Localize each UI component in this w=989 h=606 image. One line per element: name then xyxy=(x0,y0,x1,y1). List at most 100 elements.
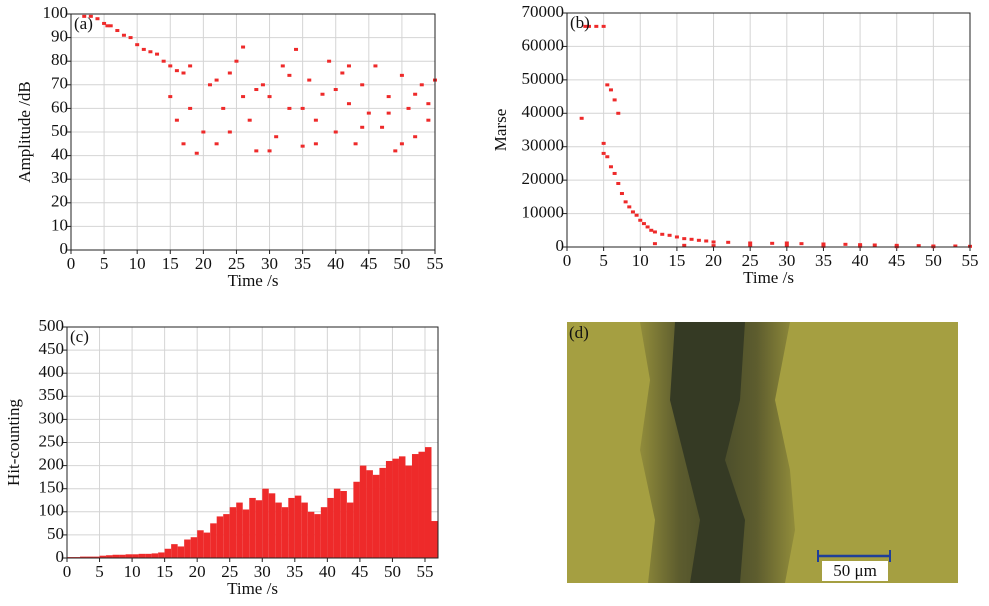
bar xyxy=(320,507,328,558)
x-tick-label: 45 xyxy=(360,254,377,273)
point xyxy=(638,218,643,222)
y-axis-label: Marse xyxy=(491,109,510,151)
point xyxy=(287,73,292,77)
point xyxy=(726,240,731,244)
point xyxy=(630,210,635,214)
x-tick-label: 0 xyxy=(67,254,76,273)
point xyxy=(601,24,606,28)
bar xyxy=(216,516,224,558)
x-tick-label: 25 xyxy=(228,254,245,273)
plot-frame xyxy=(70,13,436,251)
y-tick-label: 70000 xyxy=(522,2,565,21)
point xyxy=(346,64,351,68)
y-tick-label: 20000 xyxy=(522,169,565,188)
bar xyxy=(333,488,341,558)
point xyxy=(748,241,753,245)
bar xyxy=(145,553,152,558)
point xyxy=(373,64,378,68)
point xyxy=(821,244,826,248)
point xyxy=(399,142,404,146)
x-tick-label: 10 xyxy=(632,251,649,270)
point xyxy=(333,88,338,92)
point xyxy=(612,98,617,102)
point xyxy=(399,73,404,77)
y-tick-label: 300 xyxy=(39,408,65,427)
point xyxy=(770,241,775,245)
point xyxy=(174,118,179,122)
x-tick-label: 20 xyxy=(195,254,212,273)
plot-frame xyxy=(566,12,971,248)
y-tick-label: 0 xyxy=(556,236,565,255)
y-axis-label: Amplitude /dB xyxy=(15,81,34,183)
point xyxy=(682,237,687,241)
bar xyxy=(210,523,217,558)
point xyxy=(784,241,789,245)
x-tick-label: 20 xyxy=(189,562,206,581)
y-tick-label: 400 xyxy=(39,362,65,381)
point xyxy=(619,192,624,196)
point xyxy=(652,242,657,246)
y-tick-label: 150 xyxy=(39,478,65,497)
y-tick-label: 90 xyxy=(51,27,68,46)
point xyxy=(799,242,804,246)
x-tick-label: 40 xyxy=(327,254,344,273)
point xyxy=(605,155,610,159)
x-tick-label: 15 xyxy=(668,251,685,270)
point xyxy=(201,130,206,134)
point xyxy=(214,78,219,82)
y-tick-label: 500 xyxy=(39,316,65,335)
bar xyxy=(190,537,198,558)
point xyxy=(583,24,588,28)
point xyxy=(360,83,365,87)
x-tick-label: 5 xyxy=(100,254,109,273)
point xyxy=(689,237,694,241)
point xyxy=(953,244,958,248)
point xyxy=(121,33,126,37)
point xyxy=(194,151,199,155)
x-tick-label: 30 xyxy=(778,251,795,270)
point xyxy=(95,17,100,21)
y-tick-label: 10000 xyxy=(522,202,565,221)
point xyxy=(267,95,272,99)
point xyxy=(858,244,863,248)
point xyxy=(234,59,239,63)
point xyxy=(168,64,173,68)
point xyxy=(227,130,232,134)
bar xyxy=(99,555,107,558)
x-tick-label: 40 xyxy=(319,562,336,581)
bar xyxy=(294,495,302,558)
x-tick-label: 25 xyxy=(221,562,238,581)
y-tick-label: 50 xyxy=(47,524,64,543)
point xyxy=(247,118,252,122)
point xyxy=(821,242,826,246)
point xyxy=(406,106,411,110)
point xyxy=(221,106,226,110)
point xyxy=(872,243,877,247)
bar xyxy=(119,554,126,558)
y-tick-label: 50 xyxy=(51,121,68,140)
bar xyxy=(151,553,159,558)
point xyxy=(601,151,606,155)
bar xyxy=(242,509,250,558)
y-tick-label: 100 xyxy=(39,501,65,520)
point xyxy=(207,83,212,87)
point xyxy=(704,239,709,243)
scale-bar-label: 50 μm xyxy=(833,561,877,580)
bar xyxy=(255,500,263,558)
panel-label: (d) xyxy=(569,323,589,342)
point xyxy=(627,205,632,209)
scale-bar-label-box xyxy=(822,561,888,581)
x-tick-label: 40 xyxy=(852,251,869,270)
panel-label: (c) xyxy=(70,327,89,346)
x-tick-label: 25 xyxy=(742,251,759,270)
point xyxy=(82,14,87,18)
point xyxy=(115,29,120,33)
point xyxy=(105,24,110,28)
point xyxy=(586,24,591,28)
plot-frame xyxy=(66,326,439,559)
point xyxy=(280,64,285,68)
point xyxy=(711,244,716,248)
y-tick-label: 40000 xyxy=(522,102,565,121)
bar xyxy=(405,465,412,558)
bar xyxy=(392,458,399,558)
